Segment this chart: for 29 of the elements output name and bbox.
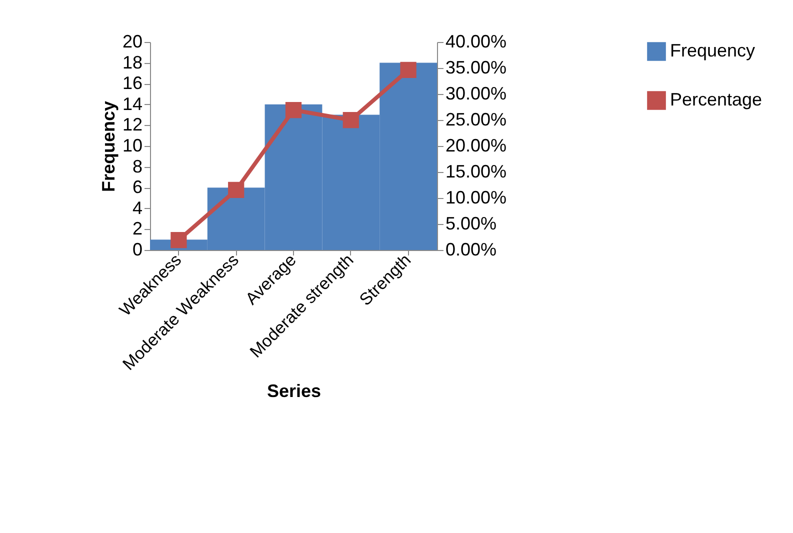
legend-label: Frequency <box>670 40 756 60</box>
y-tick-label: 6 <box>132 177 142 198</box>
legend-label: Percentage <box>670 90 762 110</box>
y2-tick-label: 0.00% <box>446 240 497 260</box>
y2-tick-label: 10.00% <box>446 188 507 208</box>
y-tick-label: 14 <box>122 94 142 114</box>
y2-tick-label: 25.00% <box>446 110 507 130</box>
y-tick-label: 0 <box>132 240 142 260</box>
y-tick-label: 16 <box>122 73 142 94</box>
y-axis-title: Frequency <box>98 100 118 192</box>
point <box>228 182 244 198</box>
y2-tick-label: 40.00% <box>446 32 507 52</box>
point <box>342 112 359 128</box>
y-tick-label: 4 <box>132 198 142 218</box>
y-tick-label: 8 <box>132 156 142 176</box>
y2-tick-label: 5.00% <box>446 214 497 234</box>
y2-tick-label: 35.00% <box>446 58 507 78</box>
y-tick-label: 2 <box>132 218 142 239</box>
point <box>170 232 187 248</box>
point <box>400 62 416 78</box>
y2-tick-label: 15.00% <box>446 162 507 182</box>
y2-tick-label: 20.00% <box>446 136 507 156</box>
y-tick-label: 20 <box>122 32 142 52</box>
y2-tick-label: 30.00% <box>446 84 507 104</box>
y-tick-label: 18 <box>122 52 142 72</box>
x-axis-title: Series <box>266 381 322 402</box>
y-tick-label: 10 <box>122 136 142 156</box>
y-tick-label: 12 <box>122 114 142 135</box>
point <box>285 102 302 118</box>
